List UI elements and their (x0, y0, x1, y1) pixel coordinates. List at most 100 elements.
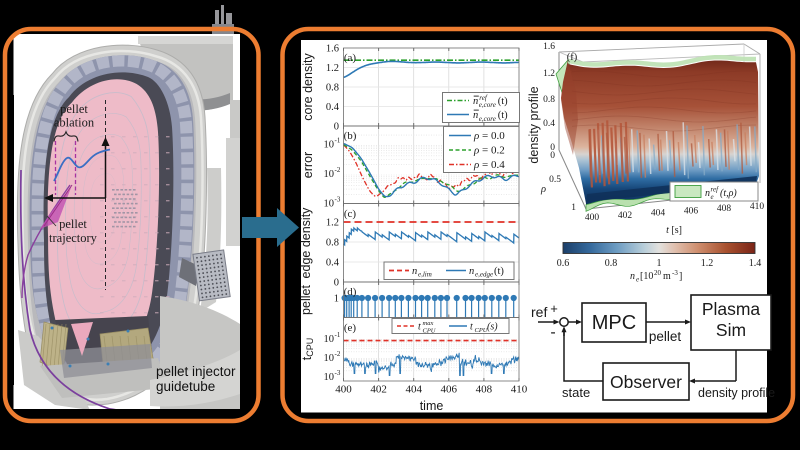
svg-text:(t,ρ): (t,ρ) (720, 188, 737, 199)
svg-text:(t): (t) (498, 110, 508, 121)
svg-text:ref: ref (711, 186, 720, 194)
svg-text:-: - (550, 324, 555, 341)
svg-text:MPC: MPC (592, 312, 636, 334)
svg-text:10: 10 (324, 334, 335, 345)
svg-text:n: n (469, 266, 474, 277)
svg-text:1: 1 (334, 294, 339, 305)
svg-text:402: 402 (618, 211, 633, 221)
svg-text:10: 10 (324, 140, 335, 151)
svg-text:1.2: 1.2 (326, 63, 339, 74)
svg-text:time: time (420, 399, 444, 413)
svg-text:1.2: 1.2 (326, 218, 339, 229)
svg-text:10: 10 (324, 353, 335, 364)
svg-text:n: n (630, 271, 635, 282)
svg-text:-2: -2 (335, 166, 341, 174)
svg-text:pellet: pellet (60, 102, 88, 116)
svg-text:pellet: pellet (59, 217, 87, 231)
svg-text:(t): (t) (494, 266, 504, 277)
svg-text:10: 10 (324, 199, 335, 210)
svg-text:(f): (f) (567, 52, 578, 63)
svg-text:10: 10 (324, 372, 335, 383)
svg-text:10: 10 (324, 169, 335, 180)
svg-text:ablation: ablation (54, 116, 95, 130)
svg-text:-1: -1 (335, 137, 341, 145)
svg-text:n: n (473, 96, 478, 107)
svg-text:e: e (636, 276, 639, 284)
svg-text:0.8: 0.8 (326, 238, 339, 249)
svg-text:1.6: 1.6 (543, 42, 555, 52)
svg-text:1.2: 1.2 (543, 69, 555, 79)
svg-text:CPU: CPU (475, 327, 489, 334)
svg-text:ρ = 0.0: ρ = 0.0 (473, 130, 505, 142)
svg-text:core density: core density (301, 53, 315, 121)
svg-text:410: 410 (750, 202, 765, 212)
svg-text:t: t (470, 322, 473, 333)
svg-text:state: state (562, 385, 590, 400)
svg-text:guidetube: guidetube (156, 379, 215, 394)
svg-text:0: 0 (550, 151, 555, 161)
svg-text:[10: [10 (640, 271, 653, 282)
svg-text:410: 410 (511, 384, 528, 396)
svg-text:-3: -3 (335, 196, 341, 204)
svg-text:0.5: 0.5 (549, 175, 561, 185)
svg-text:t: t (418, 322, 421, 333)
svg-text:(t): (t) (498, 96, 508, 107)
svg-text:e,lim: e,lim (418, 271, 432, 279)
svg-text:-3: -3 (335, 369, 341, 377)
svg-text:ρ = 0.4: ρ = 0.4 (473, 159, 505, 171)
svg-text:ref: ref (479, 94, 488, 102)
svg-text:400: 400 (335, 384, 352, 396)
svg-text:+: + (550, 301, 558, 316)
svg-text:ref: ref (531, 304, 547, 320)
svg-text:0.4: 0.4 (326, 258, 340, 269)
svg-text:(c): (c) (344, 208, 357, 220)
svg-text:0: 0 (550, 143, 555, 153)
svg-text:CPU: CPU (423, 328, 437, 335)
svg-text:1.4: 1.4 (749, 258, 762, 269)
svg-text:0.6: 0.6 (557, 258, 570, 269)
svg-text:density profile: density profile (698, 386, 775, 400)
svg-text:trajectory: trajectory (49, 231, 98, 245)
svg-text:Plasma: Plasma (702, 299, 761, 319)
svg-text:408: 408 (717, 204, 732, 214)
svg-text:]: ] (679, 271, 682, 282)
svg-text:(e): (e) (344, 322, 357, 334)
svg-text:0.8: 0.8 (605, 258, 618, 269)
svg-text:-1: -1 (335, 331, 341, 339)
svg-text:Sim: Sim (716, 320, 746, 340)
svg-text:404: 404 (405, 384, 422, 396)
svg-text:0.8: 0.8 (326, 83, 339, 94)
svg-text:(b): (b) (344, 130, 357, 142)
svg-text:20: 20 (654, 269, 662, 277)
svg-text:-3: -3 (672, 269, 678, 277)
svg-text:0: 0 (334, 278, 339, 289)
svg-text:0: 0 (334, 122, 339, 133)
svg-text:edge density: edge density (299, 207, 313, 279)
svg-text:0.8: 0.8 (543, 95, 555, 105)
svg-text:(s): (s) (487, 322, 498, 333)
svg-text:406: 406 (684, 206, 699, 216)
svg-text:pellet injector: pellet injector (156, 364, 236, 379)
svg-text:-2: -2 (335, 350, 341, 358)
svg-text:1: 1 (657, 258, 662, 269)
svg-text:ρ: ρ (540, 184, 546, 195)
svg-text:error: error (301, 152, 315, 178)
svg-text:e,edge: e,edge (475, 271, 493, 279)
svg-text:max: max (423, 320, 434, 327)
svg-text:1.2: 1.2 (701, 258, 714, 269)
svg-text:404: 404 (651, 209, 666, 219)
svg-text:1.6: 1.6 (326, 44, 339, 55)
svg-text:n: n (412, 266, 417, 277)
svg-text:n: n (473, 110, 478, 121)
svg-text:400: 400 (585, 213, 600, 223)
svg-text:402: 402 (370, 384, 387, 396)
svg-text:n: n (705, 188, 710, 199)
svg-text:ρ = 0.2: ρ = 0.2 (473, 145, 505, 157)
svg-text:408: 408 (476, 384, 493, 396)
svg-text:density profile: density profile (527, 86, 541, 163)
svg-text:e,core: e,core (479, 115, 496, 123)
svg-text:(d): (d) (344, 286, 357, 298)
svg-text:(a): (a) (344, 52, 357, 64)
svg-text:pellet: pellet (299, 285, 313, 315)
svg-text:1: 1 (571, 203, 576, 213)
